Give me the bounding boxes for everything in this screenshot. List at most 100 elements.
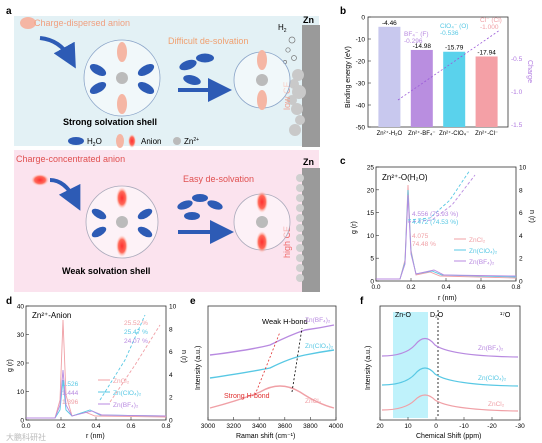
b-ytick-label: -10 <box>356 37 366 44</box>
c-anno-4: 74.48 % <box>412 241 436 248</box>
b-y2tick-label: -1.0 <box>511 89 523 96</box>
b-category-0: Zn²⁺-H₂O <box>377 130 403 137</box>
panel-e: e Intensity (a.u.) Raman shift (cm⁻¹) 30… <box>190 296 344 440</box>
low-ce-label: low CE <box>282 81 292 110</box>
b-bar-value-0: -4.46 <box>382 20 397 27</box>
panel-c-title: Zn²⁺-O(H₂O) <box>382 173 428 182</box>
h2-label: H2 <box>278 23 287 34</box>
panel-f-ticks: 20 10 0 -10 -20 -30 <box>376 417 525 430</box>
ytick-label: 25 <box>367 165 375 172</box>
y2tick-label: 6 <box>519 210 523 217</box>
panel-e-label: e <box>190 296 196 307</box>
panel-c-ylabel: g (r) <box>351 221 358 234</box>
anion-concentrated-icon <box>128 134 136 148</box>
ytick-label: 40 <box>17 304 25 311</box>
panel-c-label: c <box>340 156 346 167</box>
panel-c: c Zn²⁺-O(H₂O) g (r) n (r) r (nm) 0.0 0.2 0… <box>340 156 535 302</box>
gr-znclo4-c <box>376 189 517 280</box>
xtick-label: 3800 <box>303 423 318 430</box>
zn-electrode-bottom <box>302 168 320 292</box>
panel-f-label: f <box>360 296 364 307</box>
ytick-label: 20 <box>17 361 25 368</box>
d-anno-3: 24.07 % <box>124 338 148 345</box>
panel-b-ylabel: Binding energy (eV) <box>345 46 352 108</box>
ytick-label: 15 <box>367 210 375 217</box>
ytick-label: 10 <box>17 389 25 396</box>
xtick-label: 10 <box>404 423 412 430</box>
strong-shell-label: Strong solvation shell <box>63 117 157 127</box>
b-bar-value-3: -17.94 <box>477 49 496 56</box>
charge-dispersed-anion-label: Charge-dispersed anion <box>34 18 130 28</box>
panel-b-charge-labels: BF₄⁻ (F)-0.296 ClO₄⁻ (O)-0.536 Cl⁻ (Cl)-1.… <box>404 17 502 45</box>
legend-anion-label: Anion <box>141 137 161 146</box>
xtick-label: -20 <box>487 423 497 430</box>
ytick-label: 10 <box>367 233 375 240</box>
desolvating-molecules-bottom <box>177 194 234 244</box>
panel-c-xlabel: r (nm) <box>438 295 457 302</box>
strong-hbond-line <box>254 331 281 396</box>
xtick-label: 0.0 <box>371 284 380 291</box>
xtick-label: 0.2 <box>56 423 65 430</box>
zno-label: Zn-O <box>395 312 412 319</box>
panel-c-y2label: n (r) <box>528 210 535 223</box>
zno-highlight <box>393 312 428 418</box>
raman-znclo4 <box>209 349 335 379</box>
panel-d-label: d <box>6 296 12 307</box>
d-anno-2: 25.47 % <box>124 329 148 336</box>
b-ytick-label: -40 <box>356 103 366 110</box>
c-legend-1: ZnCl₂ <box>469 237 486 244</box>
xtick-label: -10 <box>459 423 469 430</box>
c-anno-2: 4.472 (74.53 %) <box>412 219 458 226</box>
xtick-label: 0.4 <box>441 284 450 291</box>
c-anno-1: 4.556 (75.93 %) <box>412 211 458 218</box>
b-bar-2 <box>443 51 466 127</box>
panel-f-curves <box>381 337 519 412</box>
panel-b-y2ticks: -0.5 -1.0 -1.5 <box>511 56 523 129</box>
e-series-3: ZnCl₂ <box>305 398 322 405</box>
y2tick-label: 2 <box>519 256 523 263</box>
panel-b-categories: Zn²⁺-H₂O Zn²⁺-BF₄⁻ Zn²⁺-ClO₄⁻ Zn²⁺-Cl⁻ <box>377 130 498 137</box>
xtick-label: 3400 <box>252 423 267 430</box>
panel-d-title: Zn²⁺-Anion <box>32 311 71 320</box>
h2o-icon <box>68 137 84 145</box>
y2tick-label: 8 <box>169 326 173 333</box>
nr-znclo4-c <box>407 169 471 221</box>
charge-concentrated-anion-label: Charge-concentrated anion <box>16 154 125 164</box>
panel-c-legend: ZnCl₂ Zn(ClO₄)₂ Zn(BF₄)₂ <box>454 237 498 266</box>
charge-dispersed-anion-icon <box>20 17 36 29</box>
remaining-cluster-bottom <box>233 191 291 253</box>
panel-f: f Intensity (a.u.) Chemical Shift (ppm) … <box>360 296 525 440</box>
weak-hbond-line <box>291 327 303 393</box>
nr-zncl2-d <box>109 324 161 403</box>
weak-solvation-cluster <box>85 185 159 259</box>
y2tick-label: 10 <box>519 165 527 172</box>
watermark: 大鹏科研社 <box>6 432 46 442</box>
f-series-1: Zn(BF₄)₂ <box>478 345 504 352</box>
b-ytick-label: -50 <box>356 125 366 132</box>
b-charge-value-0: -0.296 <box>404 38 423 45</box>
desolvating-molecules-top <box>178 53 232 102</box>
nmr-znbf4 <box>381 337 519 358</box>
xtick-label: 3200 <box>226 423 241 430</box>
b-charge-value-2: -1.000 <box>480 24 499 31</box>
easy-desolvation-label: Easy de-solvation <box>183 174 254 184</box>
panel-e-ylabel: Intensity (a.u.) <box>195 346 202 390</box>
xtick-label: 0.8 <box>511 284 520 291</box>
d-legend-1: ZnCl₂ <box>113 378 130 385</box>
panel-d-curves <box>26 314 167 419</box>
raman-znbf4 <box>209 324 335 356</box>
y2tick-label: 0 <box>169 418 173 425</box>
b-ytick-label: -30 <box>356 81 366 88</box>
xtick-label: 0.2 <box>406 284 415 291</box>
raman-zncl2 <box>209 385 335 409</box>
nmr-znclo4 <box>381 367 519 387</box>
arrow-in-bottom <box>49 178 81 211</box>
ytick-label: 5 <box>370 256 374 263</box>
panel-b: b Binding energy (eV) Charge 0 -10 -20 -30 -… <box>340 6 533 137</box>
b-charge-name-0: BF₄⁻ (F) <box>404 31 429 38</box>
panel-d: d Zn²⁺-Anion g (r) n (r) r (nm) 0.0 0.2 0.… <box>6 296 187 440</box>
b-bar-value-1: -14.98 <box>413 43 432 50</box>
